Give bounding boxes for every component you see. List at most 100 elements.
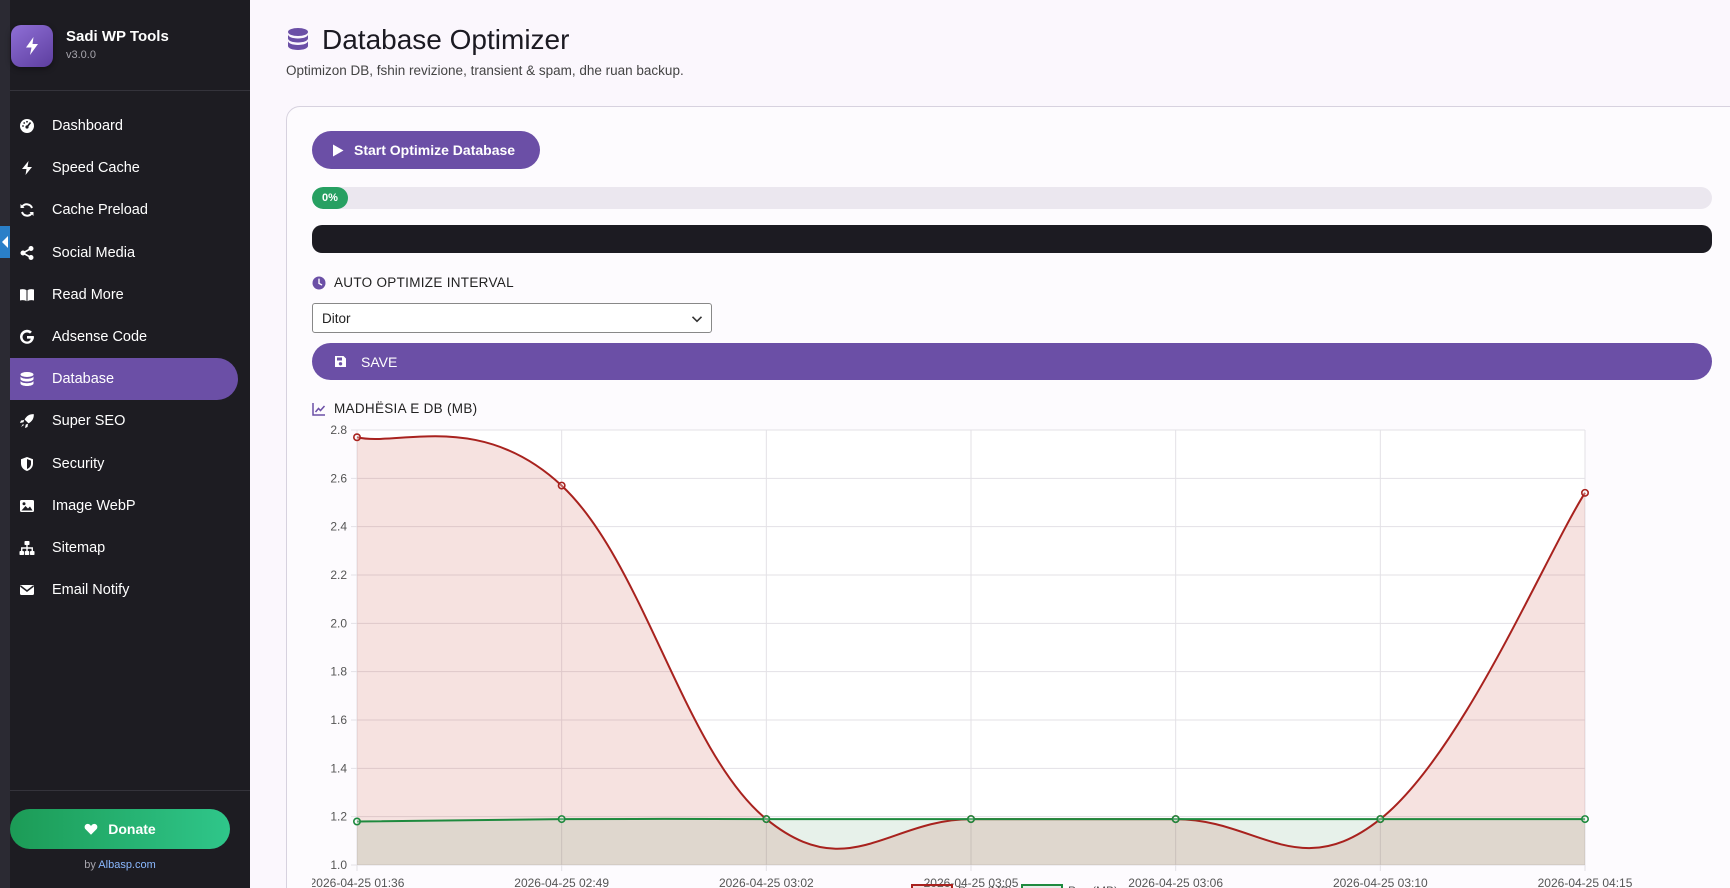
sidebar-item-label: Sitemap [52, 539, 106, 556]
chart-heading-text: MADHËSIA E DB (MB) [334, 401, 478, 416]
legend-swatch [911, 884, 953, 888]
shield-icon [18, 455, 36, 473]
y-tick-label: 2.6 [330, 471, 347, 485]
caret-left-icon [2, 236, 8, 248]
brand-name: Sadi WP Tools [66, 28, 169, 45]
y-tick-label: 2.2 [330, 568, 347, 582]
database-icon [288, 28, 308, 50]
interval-select[interactable]: Ditor [312, 303, 712, 333]
data-point [1581, 488, 1590, 497]
save-interval-button[interactable]: SAVE [312, 343, 1712, 380]
bolt-logo-icon [26, 37, 38, 55]
x-tick-label: 2026-04-25 03:06 [1128, 876, 1223, 888]
x-tick-label: 2026-04-25 02:49 [514, 876, 609, 888]
byline-prefix: by [84, 859, 99, 871]
chevron-down-icon [691, 316, 703, 323]
heart-icon [84, 823, 98, 835]
sidebar-item-adsense-code[interactable]: Adsense Code [10, 316, 250, 358]
brand-logo[interactable] [11, 25, 53, 67]
y-tick-label: 1.6 [330, 713, 347, 727]
data-point [352, 433, 361, 442]
interval-heading: AUTO OPTIMIZE INTERVAL [312, 275, 514, 290]
sidebar-item-image-webp[interactable]: Image WebP [10, 485, 250, 527]
image-icon [18, 497, 36, 515]
page-title: Database Optimizer [286, 24, 569, 56]
series-line-after [356, 817, 1585, 823]
sitemap-icon [18, 539, 36, 557]
sidebar-item-sitemap[interactable]: Sitemap [10, 527, 250, 569]
x-tick-label: 2026-04-25 03:10 [1333, 876, 1428, 888]
x-tick-label: 2026-04-25 01:36 [312, 876, 405, 888]
y-tick-label: 2.0 [330, 616, 347, 630]
google-icon [18, 328, 36, 346]
legend-label: Pas (MB) [1068, 884, 1118, 888]
x-tick-label: 2026-04-25 04:15 [1538, 876, 1633, 888]
sidebar-item-email-notify[interactable]: Email Notify [10, 569, 250, 611]
sidebar-item-label: Read More [52, 286, 124, 303]
donate-label: Donate [108, 821, 156, 837]
brand: Sadi WP Tools v3.0.0 [10, 0, 250, 91]
save-label: SAVE [361, 353, 398, 370]
data-point [1581, 815, 1590, 824]
byline: by Albasp.com [10, 859, 230, 871]
legend-swatch [1021, 884, 1063, 888]
gauge-icon [18, 117, 36, 135]
sidebar-item-label: Image WebP [52, 497, 136, 514]
legend-label: Para (MB) [958, 884, 1013, 888]
sidebar-item-cache-preload[interactable]: Cache Preload [10, 189, 250, 231]
sidebar-item-label: Social Media [52, 244, 136, 261]
start-optimize-button[interactable]: Start Optimize Database [312, 131, 540, 169]
y-tick-label: 1.4 [330, 761, 347, 775]
x-tick-label: 2026-04-25 03:02 [719, 876, 814, 888]
chart-heading: MADHËSIA E DB (MB) [312, 401, 477, 416]
sidebar-item-social-media[interactable]: Social Media [10, 232, 250, 274]
share-icon [18, 244, 36, 262]
envelope-icon [18, 581, 36, 599]
sync-icon [18, 201, 36, 219]
data-point [557, 481, 566, 490]
data-point [1376, 815, 1385, 824]
sidebar-item-label: Dashboard [52, 118, 123, 134]
optimize-log-output [312, 225, 1712, 253]
sidebar-item-speed-cache[interactable]: Speed Cache [10, 147, 250, 189]
series-area-after [357, 818, 1585, 865]
y-tick-label: 2.8 [330, 425, 347, 437]
chart-legend: Para (MB) Pas (MB) [911, 884, 1118, 888]
page-subtitle: Optimizon DB, fshin revizione, transient… [286, 63, 684, 78]
page-heading: Database Optimizer [322, 24, 570, 55]
byline-link[interactable]: Albasp.com [98, 859, 156, 871]
sidebar-item-label: Adsense Code [52, 328, 148, 345]
data-point [1171, 815, 1180, 824]
chart-line-icon [312, 402, 326, 416]
y-tick-label: 1.8 [330, 665, 347, 679]
data-point [557, 815, 566, 824]
bolt-icon [18, 159, 36, 177]
sidebar-item-super-seo[interactable]: Super SEO [10, 400, 250, 442]
collapse-toggle[interactable] [0, 226, 10, 258]
sidebar-item-dashboard[interactable]: Dashboard [10, 105, 250, 147]
optimize-progress-bar: 0% [312, 187, 1712, 209]
database-icon [18, 370, 36, 388]
sidebar-item-label: Super SEO [52, 413, 126, 430]
left-edge-strip [0, 0, 10, 888]
data-point [966, 815, 975, 824]
optimizer-card: Start Optimize Database 0% AUTO OPTIMIZE… [286, 106, 1730, 888]
rocket-icon [18, 412, 36, 430]
sidebar-item-database[interactable]: Database [10, 358, 238, 401]
interval-select-value: Ditor [322, 310, 351, 326]
data-point [352, 817, 361, 826]
sidebar: Sadi WP Tools v3.0.0 Dashboard Speed Cach… [10, 0, 250, 888]
sidebar-footer: Donate by Albasp.com [10, 790, 250, 888]
sidebar-item-read-more[interactable]: Read More [10, 274, 250, 316]
book-icon [18, 286, 36, 304]
sidebar-item-label: Cache Preload [52, 202, 148, 219]
sidebar-nav: Dashboard Speed Cache Cache Preload Social … [10, 105, 250, 611]
brand-version: v3.0.0 [66, 49, 96, 61]
donate-button[interactable]: Donate [10, 809, 230, 849]
sidebar-item-security[interactable]: Security [10, 443, 250, 485]
y-tick-label: 1.2 [330, 810, 347, 824]
sidebar-item-label: Speed Cache [52, 160, 140, 177]
sidebar-item-label: Database [52, 371, 115, 388]
db-size-chart: 2.8 2.6 2.4 2.2 2.0 1.8 1.6 1.4 1.2 1.0 2026-04-25… [312, 425, 1633, 888]
play-icon [333, 144, 344, 156]
